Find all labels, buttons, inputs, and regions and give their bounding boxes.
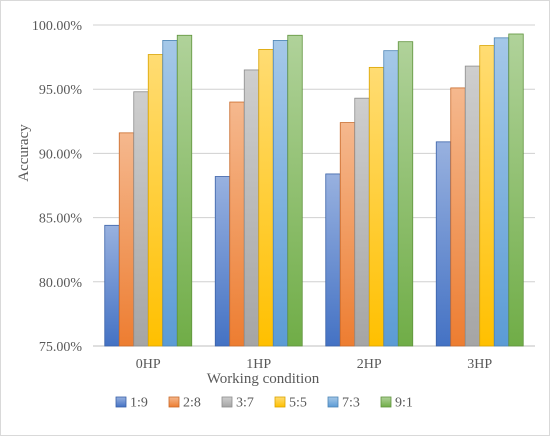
bar-1HP-5:5 [258, 48, 274, 347]
x-tick-label: 2HP [357, 357, 382, 372]
bar-2HP-7:3 [383, 50, 399, 347]
bar-1HP-9:1 [287, 34, 303, 347]
x-tick-label: 3HP [467, 357, 492, 372]
y-tick-label: 100.00% [32, 19, 83, 34]
bar-0HP-7:3 [162, 40, 178, 347]
bar-2HP-2:8 [339, 122, 356, 347]
bar-2HP-9:1 [397, 41, 414, 347]
bar-2HP-5:5 [368, 66, 385, 347]
bar-2HP-1:9 [325, 173, 341, 347]
legend-label: 5:5 [289, 396, 307, 411]
y-axis-label: Accuracy [16, 124, 32, 182]
legend-label: 3:7 [236, 396, 254, 411]
bars [104, 33, 524, 347]
bar-1HP-7:3 [272, 40, 289, 347]
bar-3HP-7:3 [493, 37, 510, 347]
bar-1HP-1:9 [214, 176, 231, 347]
bar-0HP-3:7 [133, 91, 149, 347]
bar-0HP-9:1 [176, 34, 193, 347]
x-tick-label: 1HP [246, 357, 271, 372]
bar-0HP-2:8 [118, 132, 135, 347]
bar-1HP-2:8 [229, 101, 245, 347]
bar-3HP-3:7 [464, 65, 481, 347]
x-axis-label: Working condition [207, 371, 320, 387]
legend-label: 9:1 [395, 396, 413, 411]
legend-label: 7:3 [342, 396, 360, 411]
legend-swatch [380, 396, 392, 408]
x-tick-label: 0HP [136, 357, 161, 372]
bar-0HP-5:5 [147, 54, 164, 347]
y-tick-label: 95.00% [39, 83, 83, 98]
bar-3HP-9:1 [508, 33, 524, 347]
legend-swatch [274, 396, 286, 408]
bar-1HP-3:7 [243, 69, 260, 347]
bar-3HP-1:9 [435, 141, 452, 347]
legend-swatch [327, 396, 339, 408]
y-tick-label: 90.00% [39, 147, 83, 162]
y-tick-label: 80.00% [39, 276, 83, 291]
bar-0HP-1:9 [104, 224, 120, 347]
x-axis-ticks: 0HP 1HP 2HP 3HP [136, 357, 493, 372]
y-tick-label: 75.00% [39, 340, 83, 355]
bar-2HP-3:7 [354, 97, 370, 347]
legend: 1:9 2:8 3:7 5:5 7:3 9:1 [115, 396, 413, 411]
legend-label: 1:9 [130, 396, 148, 411]
y-axis-ticks: 75.00% 80.00% 85.00% 90.00% 95.00% 100.00% [32, 19, 83, 355]
legend-swatch [115, 396, 127, 408]
bar-3HP-5:5 [479, 45, 495, 347]
y-tick-label: 85.00% [39, 212, 83, 227]
bar-3HP-2:8 [450, 87, 466, 347]
legend-label: 2:8 [183, 396, 201, 411]
legend-swatch [221, 396, 233, 408]
legend-swatch [168, 396, 180, 408]
